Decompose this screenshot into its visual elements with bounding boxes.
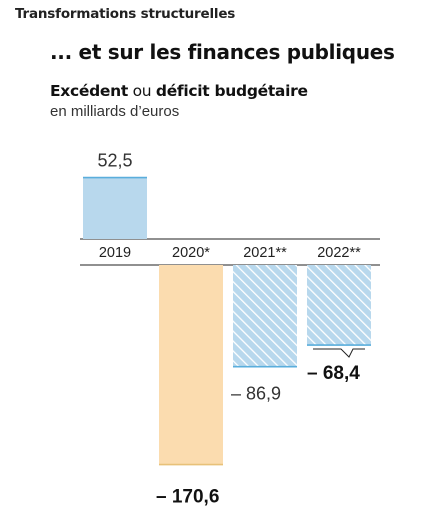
axis-break-icon — [313, 348, 365, 358]
kicker: Transformations structurelles — [15, 6, 236, 22]
chart-title-bold-1: Excédent — [50, 82, 128, 100]
headline: ... et sur les finances publiques — [50, 40, 395, 64]
bar-1 — [159, 265, 223, 465]
tick-label-3: 2022** — [317, 245, 361, 261]
bar-2 — [233, 265, 297, 367]
chart-title: Excédent ou déficit budgétaire — [50, 82, 308, 100]
bar-0 — [83, 177, 147, 239]
chart-title-bold-2: déficit budgétaire — [155, 82, 308, 100]
bar-3 — [307, 265, 371, 346]
data-label-0: 52,5 — [97, 151, 132, 171]
tick-label-2: 2021** — [243, 245, 287, 261]
tick-label-1: 2020* — [172, 245, 210, 261]
chart-title-connector: ou — [127, 82, 156, 100]
data-label-2: – 86,9 — [231, 384, 281, 404]
tick-label-0: 2019 — [99, 245, 131, 261]
chart-subtitle: en milliards d’euros — [50, 103, 180, 120]
data-label-3: – 68,4 — [307, 363, 360, 384]
data-label-1: – 170,6 — [156, 487, 219, 508]
